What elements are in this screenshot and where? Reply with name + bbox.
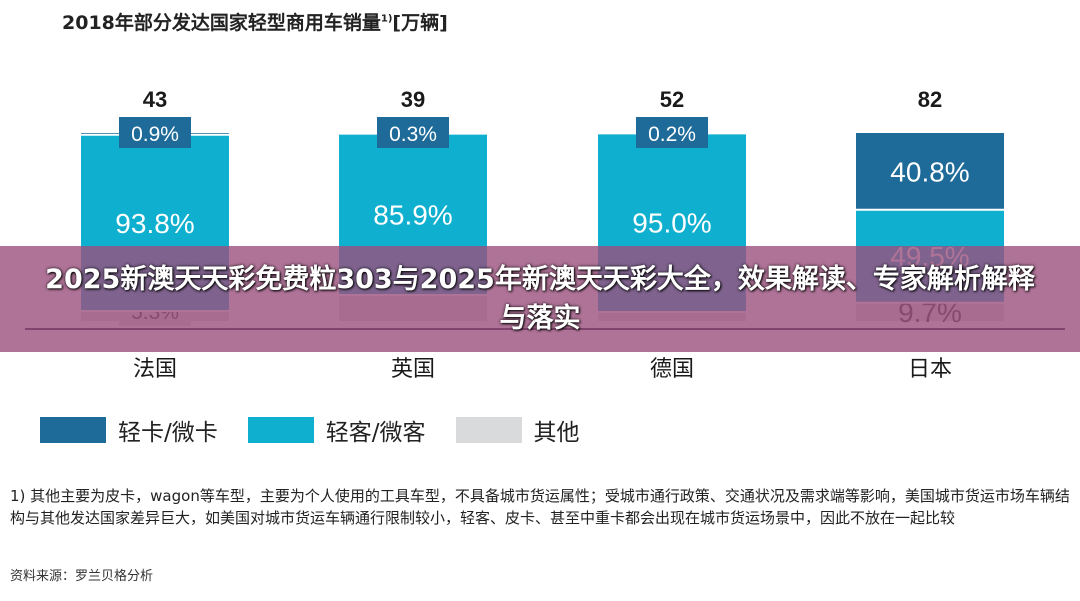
- chart-title-unit: [万辆]: [392, 12, 448, 34]
- legend-swatch-light-bus: [247, 417, 314, 443]
- category-label-japan: 日本: [908, 357, 952, 382]
- legend-label-light-truck: 轻卡/微卡: [118, 420, 218, 446]
- total-label-japan: 82: [918, 87, 942, 112]
- bar-label-germany-light-bus: 95.0%: [632, 208, 711, 239]
- bar-japan-light-truck: [856, 133, 1004, 210]
- legend-item-other: 其他: [455, 413, 580, 447]
- bar-label-uk-light-bus: 85.9%: [373, 199, 452, 230]
- bar-label-japan-light-truck: 40.8%: [890, 156, 969, 187]
- legend-label-other: 其他: [533, 420, 580, 446]
- legend-label-light-bus: 轻客/微客: [325, 420, 426, 446]
- bar-label-box-france-light-truck: [119, 117, 191, 148]
- bar-label-box-germany-light-truck: [636, 117, 708, 148]
- chart-title-footnote-mark: 1): [380, 13, 393, 25]
- bar-label-germany-light-truck: 0.2%: [648, 123, 696, 146]
- total-label-germany: 52: [660, 87, 684, 112]
- chart-legend: 轻卡/微卡 轻客/微客 其他: [40, 413, 610, 447]
- legend-swatch-light-truck: [40, 417, 106, 443]
- total-label-uk: 39: [401, 87, 425, 112]
- legend-swatch-other: [455, 417, 522, 443]
- bar-label-box-uk-light-truck: [377, 117, 449, 148]
- category-label-germany: 德国: [650, 357, 694, 382]
- legend-item-light-bus: 轻客/微客: [247, 413, 426, 447]
- bar-label-france-light-truck: 0.9%: [131, 123, 179, 146]
- category-label-uk: 英国: [391, 357, 435, 382]
- bar-label-france-light-bus: 93.8%: [115, 208, 194, 239]
- banner-text: 2025新澳天天彩免费粒303与2025年新澳天天彩大全，效果解读、专家解析解释…: [45, 264, 1035, 334]
- total-label-france: 43: [143, 87, 167, 112]
- overlay-banner: 2025新澳天天彩免费粒303与2025年新澳天天彩大全，效果解读、专家解析解释…: [0, 246, 1080, 352]
- chart-title: 2018年部分发达国家轻型商用车销量1)[万辆]: [62, 8, 448, 35]
- chart-title-text: 2018年部分发达国家轻型商用车销量: [62, 12, 381, 34]
- legend-item-light-truck: 轻卡/微卡: [40, 413, 218, 447]
- category-label-france: 法国: [133, 357, 177, 382]
- source-note: 资料来源：罗兰贝格分析: [10, 569, 154, 584]
- bar-label-uk-light-truck: 0.3%: [389, 123, 437, 146]
- footnote: 1) 其他主要为皮卡，wagon等车型，主要为个人使用的工具车型，不具备城市货运…: [10, 487, 1070, 527]
